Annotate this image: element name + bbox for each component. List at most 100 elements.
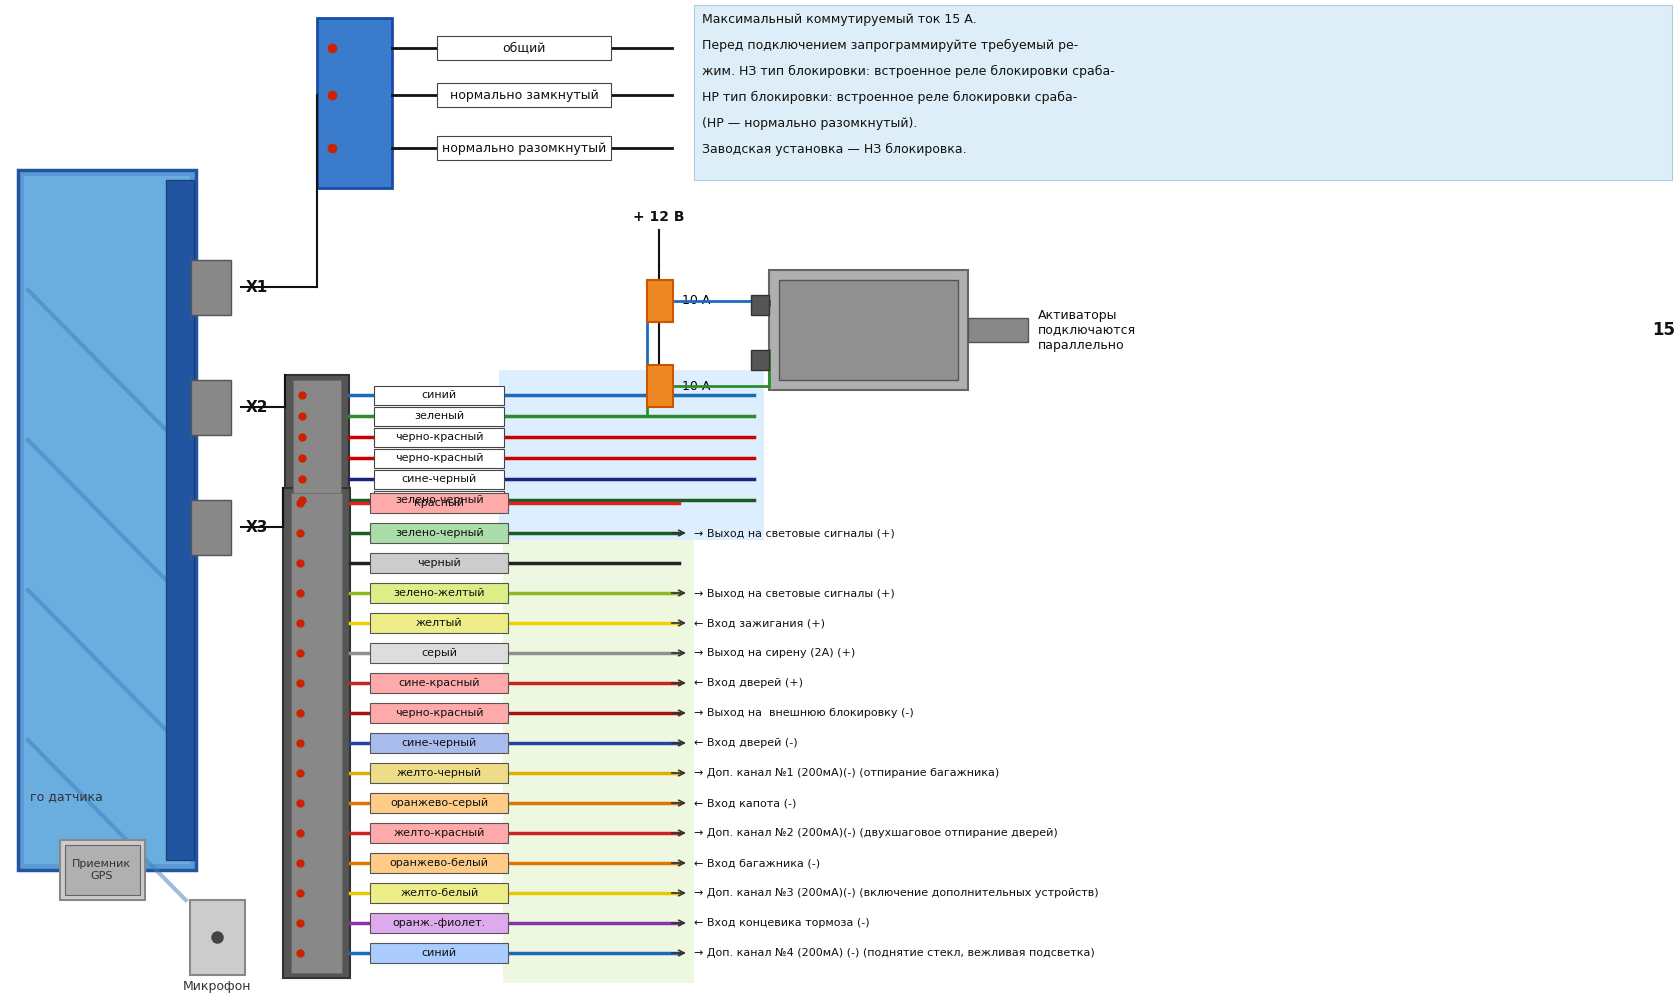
Text: → Доп. канал №4 (200мА) (-) (поднятие стекл, вежливая подсветка): → Доп. канал №4 (200мА) (-) (поднятие ст… bbox=[694, 948, 1094, 958]
Text: сине-красный: сине-красный bbox=[398, 678, 480, 688]
Bar bbox=[370, 673, 507, 693]
Bar bbox=[437, 36, 612, 60]
Text: Активаторы
подключаются
параллельно: Активаторы подключаются параллельно bbox=[1038, 309, 1136, 351]
Text: ← Вход зажигания (+): ← Вход зажигания (+) bbox=[694, 618, 825, 628]
Text: X3: X3 bbox=[245, 519, 267, 534]
Bar bbox=[291, 493, 343, 973]
Text: (НР — нормально разомкнутый).: (НР — нормально разомкнутый). bbox=[701, 117, 917, 130]
Text: оранжево-серый: оранжево-серый bbox=[390, 798, 487, 808]
Bar bbox=[647, 280, 672, 322]
Text: ← Вход дверей (-): ← Вход дверей (-) bbox=[694, 738, 796, 748]
Text: черно-красный: черно-красный bbox=[395, 453, 484, 463]
Bar bbox=[370, 943, 507, 963]
Text: 10 А: 10 А bbox=[682, 295, 709, 308]
Bar bbox=[370, 553, 507, 573]
Text: жим. НЗ тип блокировки: встроенное реле блокировки сраба-: жим. НЗ тип блокировки: встроенное реле … bbox=[701, 65, 1114, 78]
Bar bbox=[768, 270, 968, 390]
Text: → Доп. канал №2 (200мА)(-) (двухшаговое отпирание дверей): → Доп. канал №2 (200мА)(-) (двухшаговое … bbox=[694, 828, 1057, 838]
Text: → Выход на световые сигналы (+): → Выход на световые сигналы (+) bbox=[694, 588, 894, 598]
Bar bbox=[437, 83, 612, 107]
Text: общий: общий bbox=[502, 41, 546, 54]
Bar bbox=[370, 523, 507, 543]
Text: нормально разомкнутый: нормально разомкнутый bbox=[442, 142, 606, 155]
Bar bbox=[292, 380, 341, 530]
Bar bbox=[370, 853, 507, 873]
Bar bbox=[370, 913, 507, 933]
Bar bbox=[375, 491, 504, 509]
Text: зелено-черный: зелено-черный bbox=[395, 495, 484, 505]
Text: серый: серый bbox=[422, 648, 457, 658]
Text: оранжево-белый: оранжево-белый bbox=[390, 858, 489, 868]
Text: желто-черный: желто-черный bbox=[396, 768, 482, 778]
Text: → Доп. канал №3 (200мА)(-) (включение дополнительных устройств): → Доп. канал №3 (200мА)(-) (включение до… bbox=[694, 888, 1097, 898]
Text: Заводская установка — НЗ блокировка.: Заводская установка — НЗ блокировка. bbox=[701, 143, 966, 156]
Bar bbox=[370, 493, 507, 513]
Text: синий: синий bbox=[422, 948, 457, 958]
Bar bbox=[437, 136, 612, 160]
Bar bbox=[18, 170, 195, 870]
Text: X1: X1 bbox=[245, 280, 267, 295]
Bar bbox=[370, 733, 507, 753]
Bar bbox=[370, 703, 507, 723]
Bar bbox=[375, 449, 504, 468]
Bar bbox=[751, 295, 768, 315]
Bar bbox=[66, 845, 139, 895]
Bar bbox=[647, 365, 672, 407]
Bar bbox=[24, 176, 190, 864]
Text: оранж.-фиолет.: оранж.-фиолет. bbox=[393, 918, 486, 928]
Bar bbox=[370, 823, 507, 843]
Text: черный: черный bbox=[417, 558, 460, 568]
Text: нормально замкнутый: нормально замкнутый bbox=[450, 89, 598, 102]
Text: НР тип блокировки: встроенное реле блокировки сраба-: НР тип блокировки: встроенное реле блоки… bbox=[701, 91, 1077, 104]
Bar bbox=[502, 483, 694, 983]
Bar bbox=[375, 385, 504, 404]
Text: черно-красный: черно-красный bbox=[395, 708, 484, 718]
Bar bbox=[375, 428, 504, 447]
Text: Приемник
GPS: Приемник GPS bbox=[72, 859, 131, 881]
Text: зелено-желтый: зелено-желтый bbox=[393, 588, 486, 598]
Text: + 12 В: + 12 В bbox=[633, 210, 684, 224]
Text: желто-красный: желто-красный bbox=[393, 828, 484, 838]
Bar bbox=[190, 500, 230, 555]
Bar bbox=[370, 763, 507, 783]
Bar bbox=[282, 488, 349, 978]
Bar bbox=[778, 280, 958, 380]
Text: го датчика: го датчика bbox=[30, 790, 102, 803]
Text: 15: 15 bbox=[1651, 321, 1675, 339]
Bar bbox=[370, 793, 507, 813]
Bar bbox=[694, 5, 1672, 180]
Text: X2: X2 bbox=[245, 399, 267, 414]
Bar bbox=[190, 380, 230, 435]
Text: желтый: желтый bbox=[415, 618, 462, 628]
Text: → Выход на световые сигналы (+): → Выход на световые сигналы (+) bbox=[694, 528, 894, 538]
Text: → Выход на сирену (2А) (+): → Выход на сирену (2А) (+) bbox=[694, 648, 855, 658]
Text: желто-белый: желто-белый bbox=[400, 888, 479, 898]
Bar bbox=[370, 883, 507, 903]
Text: 10 А: 10 А bbox=[682, 379, 709, 392]
Text: черно-красный: черно-красный bbox=[395, 432, 484, 442]
Text: сине-черный: сине-черный bbox=[402, 738, 477, 748]
Bar bbox=[284, 375, 349, 535]
Text: Перед подключением запрограммируйте требуемый ре-: Перед подключением запрограммируйте треб… bbox=[701, 39, 1077, 52]
Text: ← Вход дверей (+): ← Вход дверей (+) bbox=[694, 678, 803, 688]
Bar bbox=[190, 900, 244, 975]
Bar bbox=[370, 613, 507, 633]
Bar bbox=[370, 643, 507, 663]
Text: → Выход на  внешнюю блокировку (-): → Выход на внешнюю блокировку (-) bbox=[694, 708, 912, 718]
Text: красный: красный bbox=[413, 498, 464, 508]
Text: ← Вход концевика тормоза (-): ← Вход концевика тормоза (-) bbox=[694, 918, 869, 928]
Bar bbox=[968, 318, 1028, 342]
Text: зеленый: зеленый bbox=[413, 411, 464, 421]
Text: синий: синий bbox=[422, 390, 457, 400]
Text: ← Вход капота (-): ← Вход капота (-) bbox=[694, 798, 796, 808]
Bar bbox=[166, 180, 193, 860]
Text: сине-черный: сине-черный bbox=[402, 474, 477, 484]
Text: → Доп. канал №1 (200мА)(-) (отпирание багажника): → Доп. канал №1 (200мА)(-) (отпирание ба… bbox=[694, 768, 998, 778]
Text: ← Вход багажника (-): ← Вход багажника (-) bbox=[694, 858, 820, 868]
Text: Максимальный коммутируемый ток 15 А.: Максимальный коммутируемый ток 15 А. bbox=[701, 13, 976, 26]
Text: Микрофон: Микрофон bbox=[181, 980, 250, 993]
Text: зелено-черный: зелено-черный bbox=[395, 528, 484, 538]
Bar bbox=[499, 370, 763, 540]
Bar bbox=[375, 470, 504, 489]
Bar bbox=[375, 406, 504, 426]
